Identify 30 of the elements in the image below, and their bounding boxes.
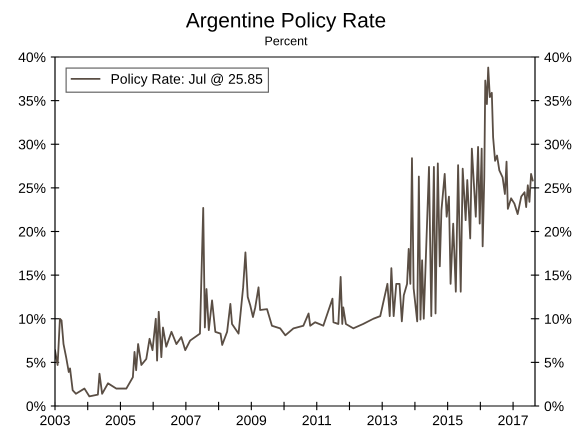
- y-tick-label: 20%: [18, 226, 46, 237]
- y-tick-label: 40%: [18, 52, 46, 62]
- chart-title: Argentine Policy Rate: [186, 12, 386, 32]
- x-tick-label: 2013: [367, 415, 398, 426]
- y2-tick-label: 25%: [544, 183, 572, 194]
- x-tick-label: 2015: [432, 415, 463, 426]
- x-tick-label: 2005: [106, 415, 136, 426]
- y-tick-label: 25%: [18, 183, 46, 194]
- y-tick-label: 15%: [19, 270, 46, 280]
- y2-tick-label: 0%: [544, 401, 564, 412]
- y2-tick-label: 15%: [545, 270, 572, 280]
- y-tick-label: 5%: [26, 358, 46, 368]
- y-tick-label: 10%: [19, 314, 46, 324]
- legend-label: Policy Rate: Jul @ 25.85: [112, 74, 262, 87]
- y2-tick-label: 40%: [544, 52, 572, 62]
- x-tick-label: 2003: [40, 415, 70, 426]
- y-tick-label: 30%: [18, 140, 46, 150]
- y-tick-label: 0%: [26, 401, 46, 412]
- y-tick-label: 35%: [18, 96, 46, 106]
- line-series: [55, 66, 534, 398]
- x-tick-label: 2009: [236, 415, 266, 426]
- x-tick-label: 2017: [498, 415, 528, 426]
- chart-subtitle: Percent: [265, 36, 308, 46]
- x-tick-label: 2011: [302, 415, 332, 426]
- y2-tick-label: 5%: [544, 358, 564, 368]
- y2-tick-label: 20%: [544, 226, 572, 237]
- x-tick-label: 2007: [171, 415, 201, 426]
- y2-tick-label: 30%: [544, 140, 572, 150]
- y2-tick-label: 10%: [545, 314, 572, 324]
- y2-tick-label: 35%: [544, 96, 572, 106]
